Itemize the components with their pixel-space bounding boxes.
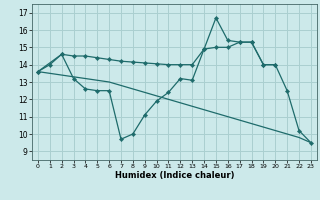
X-axis label: Humidex (Indice chaleur): Humidex (Indice chaleur) xyxy=(115,171,234,180)
